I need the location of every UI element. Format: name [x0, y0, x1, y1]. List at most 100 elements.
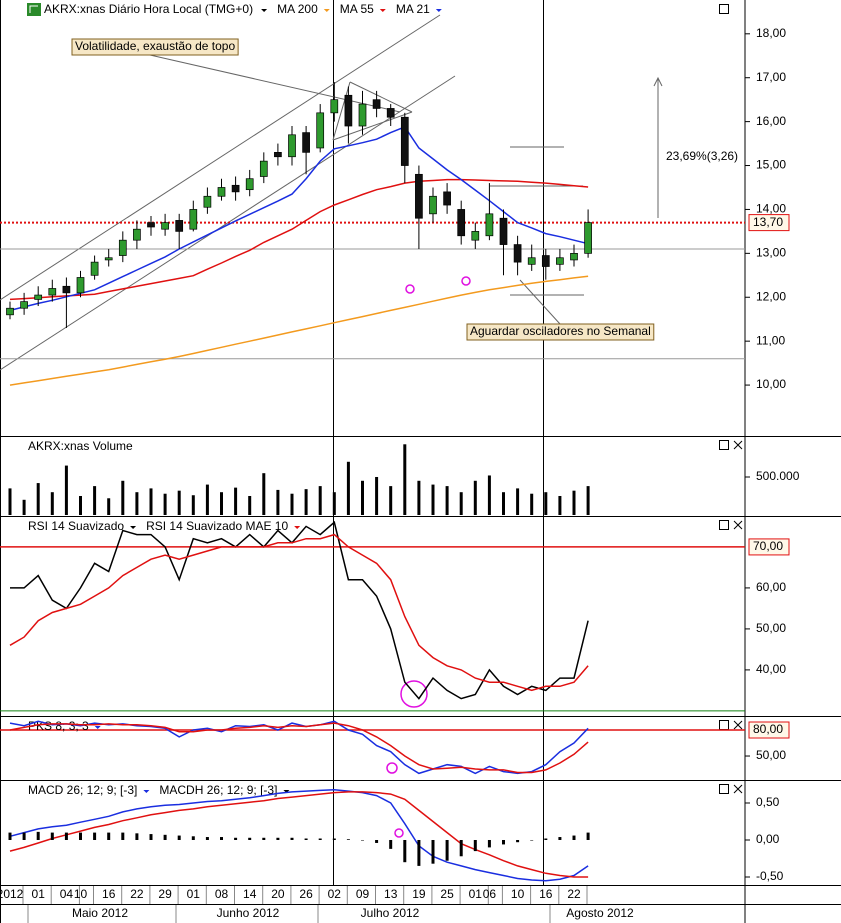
- level-label-box: [748, 538, 790, 556]
- bar: [135, 492, 139, 515]
- x-tick-label: 01: [32, 887, 46, 901]
- annotation-box: [71, 38, 239, 56]
- y-tick-label: 11,00: [756, 333, 785, 347]
- legend-arrow: [379, 9, 386, 12]
- bar: [487, 475, 491, 515]
- bar: [516, 488, 520, 515]
- bar: [163, 834, 167, 840]
- annotation: 23,69%(3,26): [666, 149, 738, 163]
- month-label: Agosto 2012: [566, 906, 634, 920]
- x-tick-label: 10: [511, 887, 525, 901]
- x-tick-label: 25: [440, 887, 454, 901]
- bar: [445, 839, 449, 861]
- y-tick-label: -0,50: [756, 869, 784, 883]
- legend-arrow: [130, 526, 137, 529]
- annotation-box: [466, 323, 655, 341]
- bar: [586, 486, 590, 515]
- level-label-box: [748, 721, 790, 739]
- month-label: Julho 2012: [361, 906, 420, 920]
- bar: [135, 833, 139, 840]
- x-tick-label: 04: [60, 887, 74, 901]
- x-tick-label: 01: [469, 887, 483, 901]
- x-tick-label: 29: [158, 887, 172, 901]
- candle-body: [429, 195, 437, 215]
- y-tick-label: 18,00: [756, 26, 786, 40]
- panel-title: AKRX:xnas Diário Hora Local (TMG+0): [44, 2, 253, 16]
- bar: [318, 838, 322, 840]
- level-label-box: [748, 214, 790, 232]
- annotation: Aguardar osciladores no Semanal: [470, 324, 651, 338]
- candle-body: [457, 209, 466, 237]
- bar: [79, 832, 82, 840]
- bar: [205, 837, 209, 840]
- candle-body: [62, 285, 71, 294]
- legend-entry: RSI 14 Suavizado MAE 10: [146, 519, 288, 533]
- series-line: [9, 533, 589, 692]
- signal-circles: [386, 276, 471, 838]
- x-tick-label: 20: [271, 887, 285, 901]
- bar: [64, 465, 68, 515]
- candle-body: [471, 231, 480, 241]
- candle-body: [161, 222, 169, 230]
- candle-body: [175, 220, 184, 232]
- candle-body: [245, 178, 254, 191]
- bar: [50, 492, 54, 515]
- bar: [290, 493, 294, 515]
- month-label: Junho 2012: [217, 906, 280, 920]
- candle-body: [259, 160, 268, 177]
- level-label: 13,70: [753, 215, 783, 229]
- bar: [304, 489, 308, 515]
- bar: [516, 839, 520, 843]
- bar: [36, 831, 40, 840]
- bar: [417, 839, 421, 866]
- candle-body: [400, 116, 409, 166]
- bar: [544, 492, 548, 515]
- y-tick-label: 12,00: [756, 289, 786, 303]
- bar: [375, 839, 379, 843]
- y-tick-label: 17,00: [756, 70, 786, 84]
- bar: [64, 832, 68, 840]
- bar: [276, 489, 280, 515]
- candle-body: [90, 261, 99, 276]
- bar: [431, 839, 435, 864]
- series-line: [9, 791, 589, 878]
- x-tick-label: 22: [567, 887, 581, 901]
- bar: [572, 835, 576, 840]
- candle-body: [513, 244, 522, 263]
- legend-arrow: [143, 790, 150, 793]
- bar: [121, 832, 125, 840]
- x-tick-label: 10: [74, 887, 88, 901]
- bar: [107, 832, 111, 840]
- legend-entry: MACDH 26; 12; 9; [-3]: [159, 783, 277, 797]
- bar: [50, 832, 54, 840]
- bar: [93, 486, 97, 515]
- legend-arrow: [283, 790, 290, 793]
- bar: [262, 473, 266, 515]
- bar: [389, 486, 393, 515]
- y-tick-label: 500.000: [756, 469, 800, 483]
- bar: [459, 492, 463, 515]
- candle-body: [443, 191, 451, 206]
- level-label: 80,00: [753, 722, 783, 736]
- bar: [558, 495, 562, 515]
- series-line: [9, 125, 589, 312]
- bar: [530, 493, 534, 515]
- legend-arrow: [261, 9, 268, 12]
- panel-title: AKRX:xnas Volume: [28, 439, 133, 453]
- bar: [431, 484, 435, 515]
- bar: [502, 492, 505, 515]
- bar: [332, 492, 336, 515]
- x-tick-label: 16: [102, 887, 116, 901]
- bar: [586, 832, 590, 840]
- bar: [220, 837, 223, 840]
- bar: [234, 837, 238, 840]
- candle-body: [34, 294, 43, 300]
- y-tick-label: 13,00: [756, 246, 786, 260]
- bar: [107, 498, 111, 515]
- bar: [149, 488, 153, 515]
- series-line: [9, 178, 589, 301]
- bar: [234, 487, 238, 515]
- bar: [79, 495, 82, 515]
